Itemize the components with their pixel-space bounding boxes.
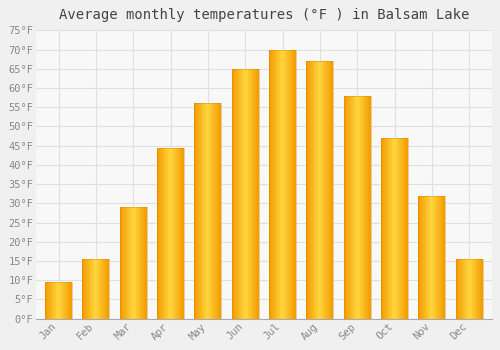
Bar — [157, 148, 184, 318]
Bar — [232, 69, 258, 319]
Bar — [456, 259, 482, 318]
Bar — [45, 282, 72, 318]
Bar — [306, 61, 334, 319]
Bar — [120, 207, 146, 318]
Bar — [194, 104, 222, 318]
Bar — [269, 50, 296, 318]
Bar — [418, 196, 446, 318]
Title: Average monthly temperatures (°F ) in Balsam Lake: Average monthly temperatures (°F ) in Ba… — [58, 8, 469, 22]
Bar — [82, 259, 110, 318]
Bar — [344, 96, 370, 318]
Bar — [381, 138, 408, 318]
